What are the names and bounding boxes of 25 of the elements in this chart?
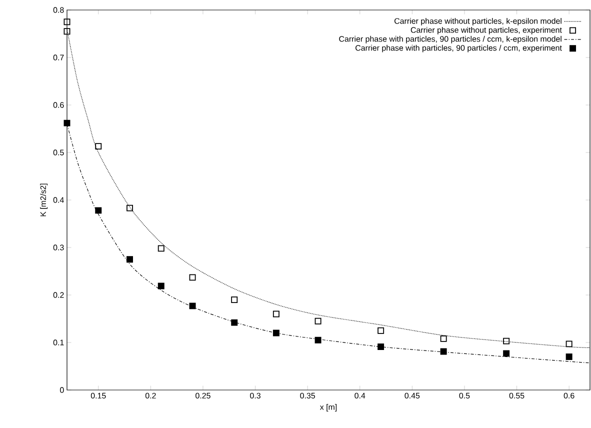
point <box>314 318 322 324</box>
point <box>440 335 447 342</box>
point <box>440 348 447 355</box>
point <box>231 296 238 303</box>
point <box>95 143 102 150</box>
point <box>158 245 164 252</box>
point <box>272 330 280 336</box>
point <box>378 344 384 350</box>
point <box>64 120 70 126</box>
point <box>189 302 196 310</box>
point <box>64 28 70 35</box>
point <box>95 207 102 214</box>
point <box>64 18 70 26</box>
point <box>272 310 280 318</box>
point <box>126 256 133 263</box>
point <box>503 350 510 357</box>
point <box>566 340 572 348</box>
point <box>378 327 384 334</box>
point <box>231 319 238 326</box>
point <box>566 354 572 360</box>
point <box>314 336 322 344</box>
point <box>503 338 510 344</box>
point <box>189 274 196 281</box>
point <box>158 282 164 290</box>
point <box>126 204 133 212</box>
